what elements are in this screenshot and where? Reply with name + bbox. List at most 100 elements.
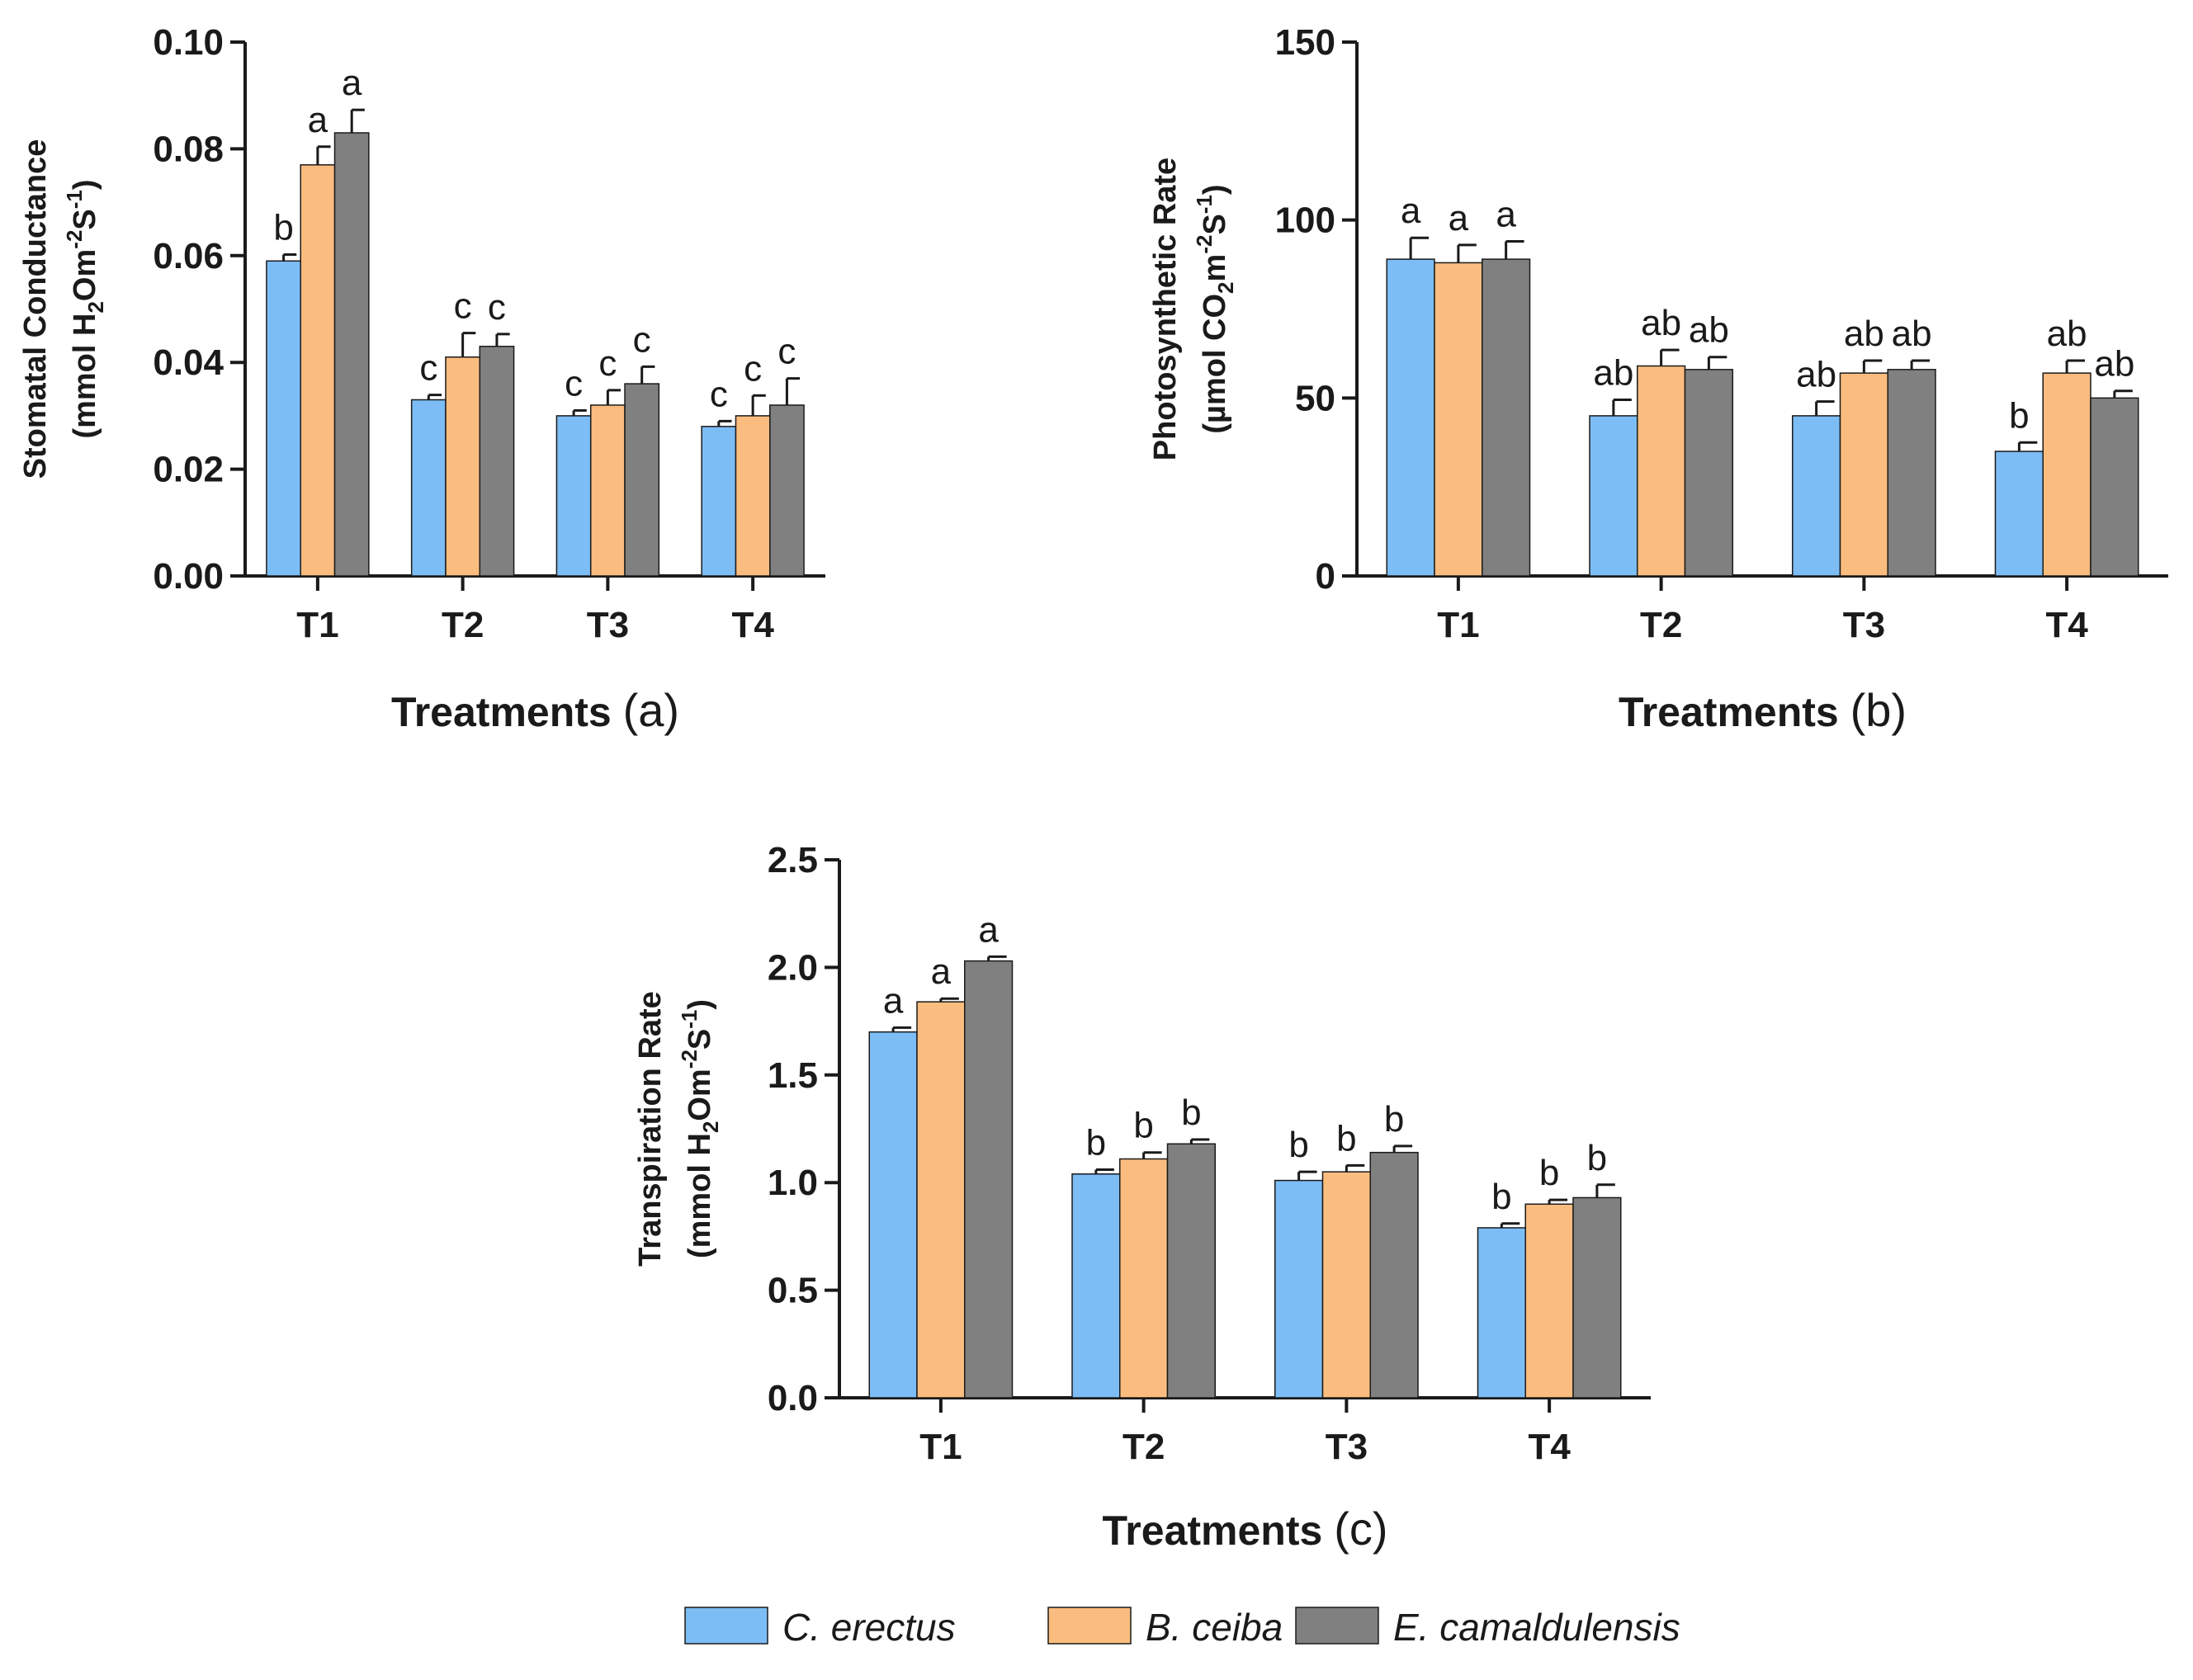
x-axis-title: Treatments (c) (1103, 1503, 1388, 1555)
bar (445, 356, 481, 577)
significance-label: c (598, 343, 617, 384)
y-tick-label: 0.08 (153, 129, 224, 169)
significance-label: b (1133, 1106, 1153, 1146)
y-axis-title: Photosynthetic Rate (1148, 158, 1183, 460)
y-axis-unit-part: S (68, 209, 102, 229)
y-axis-unit-part: 2 (83, 301, 108, 313)
significance-label: b (1587, 1138, 1607, 1178)
bar (1684, 369, 1734, 577)
x-tick-label: T4 (731, 605, 774, 645)
y-tick-label: 0.02 (153, 450, 224, 490)
bar (1321, 1171, 1372, 1399)
significance-label: c (419, 348, 437, 389)
significance-label: a (342, 63, 362, 103)
bar (1524, 1203, 1574, 1399)
y-tick-label: 0.00 (153, 556, 224, 597)
significance-label: c (777, 332, 796, 372)
bar (1589, 415, 1638, 577)
significance-label: b (1539, 1153, 1559, 1193)
y-tick-label: 0.5 (768, 1271, 818, 1311)
bar (1118, 1158, 1169, 1399)
bar (1994, 451, 2044, 577)
y-tick-label: 0.04 (153, 342, 224, 383)
x-tick-label: T2 (442, 605, 484, 645)
bar (624, 383, 660, 577)
bar (964, 960, 1014, 1399)
y-tick-label: 1.0 (768, 1163, 818, 1203)
significance-label: b (2009, 395, 2029, 436)
y-tick-label: 0.0 (768, 1378, 818, 1418)
panel-letter: (b) (1850, 684, 1907, 736)
y-axis-unit: (µmol CO2m-2S-1) (1192, 184, 1238, 433)
y-axis-unit-part: m (1198, 254, 1232, 282)
x-tick-label: T1 (919, 1427, 962, 1467)
y-tick-label: 0.06 (153, 236, 224, 276)
y-axis-unit-part: Om (68, 249, 102, 301)
bar (1071, 1173, 1121, 1399)
significance-label: c (454, 286, 472, 327)
legend: C. erectus B. ceiba E. camaldulensis (684, 1606, 1680, 1649)
y-axis-unit-part: -1 (1192, 195, 1217, 214)
y-axis-unit-part: ) (68, 179, 102, 190)
y-axis-unit-part: ) (683, 999, 717, 1010)
legend-label: C. erectus (782, 1606, 956, 1649)
significance-label: a (931, 951, 952, 992)
significance-label: c (565, 363, 583, 403)
legend-swatch (1295, 1607, 1379, 1645)
bar (1477, 1227, 1526, 1399)
bar (868, 1031, 918, 1399)
significance-label: a (883, 980, 904, 1021)
x-tick-label: T3 (1326, 1427, 1368, 1467)
y-axis-title: Transpiration Rate (633, 991, 668, 1267)
y-axis-unit-part: -1 (62, 190, 87, 209)
bar (1887, 369, 1936, 577)
significance-label: c (710, 374, 728, 414)
significance-label: a (308, 100, 328, 140)
bar (1572, 1196, 1622, 1399)
bar (1386, 258, 1435, 577)
y-axis-unit-part: -2 (62, 230, 87, 249)
y-axis-unit-part: (mmol H (683, 1133, 717, 1258)
significance-label: c (744, 348, 762, 389)
y-tick-label: 1.5 (768, 1055, 818, 1096)
significance-label: ab (1593, 352, 1633, 393)
legend-label: E. camaldulensis (1393, 1606, 1680, 1649)
bar (1636, 365, 1686, 577)
significance-label: b (273, 208, 293, 248)
y-axis-unit-part: 2 (1213, 281, 1238, 293)
bar (1839, 372, 1889, 577)
significance-label: b (1288, 1125, 1308, 1165)
x-tick-label: T2 (1122, 1427, 1165, 1467)
bar (1166, 1143, 1217, 1399)
significance-label: ab (1689, 310, 1729, 351)
bar (555, 415, 592, 577)
significance-label: ab (1796, 355, 1836, 395)
y-tick-label: 50 (1295, 378, 1335, 418)
y-axis-title: Stomatal Conductance (18, 139, 53, 479)
x-tick-label: T1 (1437, 605, 1479, 645)
y-axis-unit-part: S (683, 1029, 717, 1050)
x-tick-label: T4 (1528, 1427, 1571, 1467)
significance-label: b (1086, 1123, 1106, 1163)
bar (333, 132, 370, 577)
y-axis-unit-part: ) (1198, 184, 1232, 195)
legend-label: B. ceiba (1146, 1606, 1283, 1649)
bar (589, 404, 626, 577)
significance-label: a (978, 909, 999, 950)
bar (1482, 258, 1531, 577)
y-tick-label: 0 (1316, 556, 1335, 597)
y-axis-unit-part: -2 (1192, 235, 1217, 254)
y-axis-unit-part: -2 (677, 1050, 702, 1069)
x-axis-title-text: Treatments (1103, 1508, 1335, 1554)
bar (300, 164, 336, 577)
y-tick-label: 150 (1275, 22, 1335, 63)
x-tick-label: T1 (296, 605, 338, 645)
significance-label: ab (2047, 314, 2087, 354)
panel-letter: (a) (623, 684, 679, 736)
bar (1369, 1151, 1419, 1399)
x-tick-label: T4 (2045, 605, 2088, 645)
